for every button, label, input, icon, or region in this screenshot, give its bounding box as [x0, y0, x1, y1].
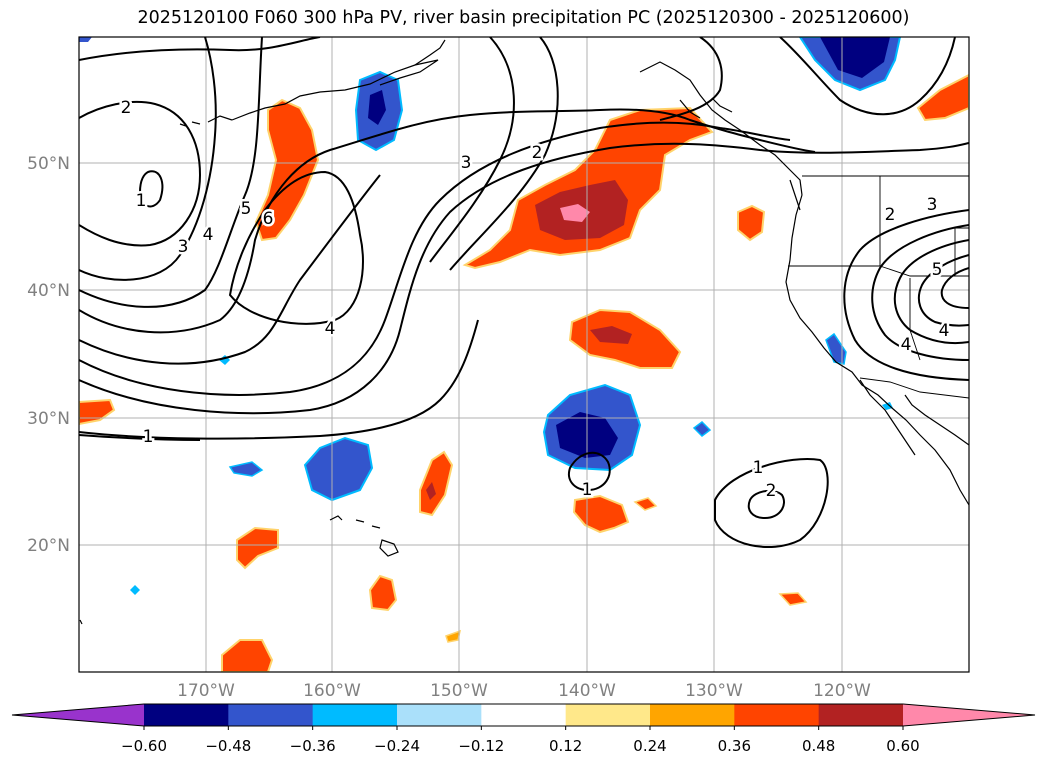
anomaly-blob	[590, 326, 632, 344]
anomaly-blob	[560, 204, 590, 222]
anomaly-blob	[820, 37, 890, 78]
lon-label-130w: 130°W	[685, 681, 743, 701]
colorbar-segment	[565, 704, 651, 726]
colorbar: −0.60 −0.48 −0.36 −0.24 −0.12 0.12 0.24 0.36 0.4…	[11, 703, 1036, 755]
anomaly-blob	[737, 204, 766, 242]
contour-label: 4	[325, 319, 336, 339]
colorbar-segment	[734, 704, 820, 726]
anomaly-blob	[221, 639, 274, 672]
colorbar-tick-label: −0.24	[374, 737, 420, 755]
colorbar-segment	[312, 704, 398, 726]
plot-frame	[78, 36, 970, 673]
colorbar-tick-label: −0.12	[458, 737, 504, 755]
contour-label: 1	[753, 458, 764, 478]
pv-contour-labels: 2 1 3 4 5 6 3 2 4 1 1 1 2 2 3 4 4 5	[118, 96, 952, 504]
map-title: 2025120100 F060 300 hPa PV, river basin …	[137, 8, 910, 28]
contour-label: 2	[532, 143, 543, 163]
contour-label: 5	[241, 199, 252, 219]
anomaly-blob	[778, 592, 808, 606]
lat-label-30n: 30°N	[27, 409, 70, 429]
contour-label: 6	[263, 209, 274, 229]
contour-label: 1	[143, 427, 154, 447]
colorbar-tick-label: 0.12	[549, 737, 582, 755]
colorbar-tick-label: 0.48	[802, 737, 835, 755]
colorbar-extend-max	[903, 704, 1035, 726]
lon-label-140w: 140°W	[558, 681, 616, 701]
anomaly-blob	[254, 98, 320, 242]
colorbar-tick-label: 0.36	[718, 737, 751, 755]
latitude-labels: 50°N 40°N 30°N 20°N	[27, 154, 70, 556]
longitude-labels: 170°W 160°W 150°W 140°W 130°W 120°W	[177, 681, 871, 701]
lon-label-160w: 160°W	[303, 681, 361, 701]
anomaly-blob	[130, 585, 140, 595]
anomaly-blob	[445, 629, 462, 643]
lat-label-40n: 40°N	[27, 281, 70, 301]
lon-label-120w: 120°W	[813, 681, 871, 701]
anomaly-blob	[419, 450, 454, 517]
colorbar-segment	[481, 704, 567, 726]
contour-label: 3	[927, 195, 938, 215]
colorbar-extend-min	[12, 704, 144, 726]
pv-contours	[79, 37, 969, 548]
contour-label: 2	[121, 98, 132, 118]
anomaly-blob	[79, 37, 92, 42]
lat-label-50n: 50°N	[27, 154, 70, 174]
anomaly-blob	[882, 402, 893, 410]
anomaly-blob	[303, 436, 374, 502]
contour-label: 5	[932, 260, 943, 280]
plot-area	[79, 37, 969, 672]
colorbar-tick-label: 0.24	[633, 737, 666, 755]
colorbar-tick-label: 0.60	[886, 737, 919, 755]
contour-label: 2	[885, 205, 896, 225]
colorbar-segment	[818, 704, 904, 726]
colorbar-tick-label: −0.60	[121, 737, 167, 755]
anomaly-blob	[633, 497, 658, 511]
contour-label: 2	[766, 481, 777, 501]
anomaly-blob	[236, 526, 279, 570]
contour-label: 1	[136, 191, 147, 211]
colorbar-tick-label: −0.36	[290, 737, 336, 755]
anomaly-blob	[368, 574, 398, 612]
contour-label: 4	[901, 335, 912, 355]
colorbar-segment	[650, 704, 735, 726]
anomaly-blob	[916, 73, 969, 122]
lat-label-20n: 20°N	[27, 536, 70, 556]
anomaly-blob	[426, 482, 436, 500]
anomaly-blob	[692, 421, 712, 437]
colorbar-segment	[228, 704, 314, 726]
anomaly-blob	[368, 90, 386, 125]
contour-label: 3	[178, 237, 189, 257]
contour-label: 3	[461, 153, 472, 173]
coastlines	[79, 39, 969, 625]
contour-label: 4	[203, 225, 214, 245]
contour-label: 4	[939, 321, 950, 341]
lon-label-170w: 170°W	[177, 681, 235, 701]
anomaly-blob	[228, 461, 264, 477]
colorbar-tick-label: −0.48	[205, 737, 251, 755]
graticule	[79, 37, 969, 672]
lon-label-150w: 150°W	[430, 681, 488, 701]
colorbar-segment	[397, 704, 482, 726]
contour-label: 1	[582, 480, 593, 500]
colorbar-segment	[144, 704, 229, 726]
